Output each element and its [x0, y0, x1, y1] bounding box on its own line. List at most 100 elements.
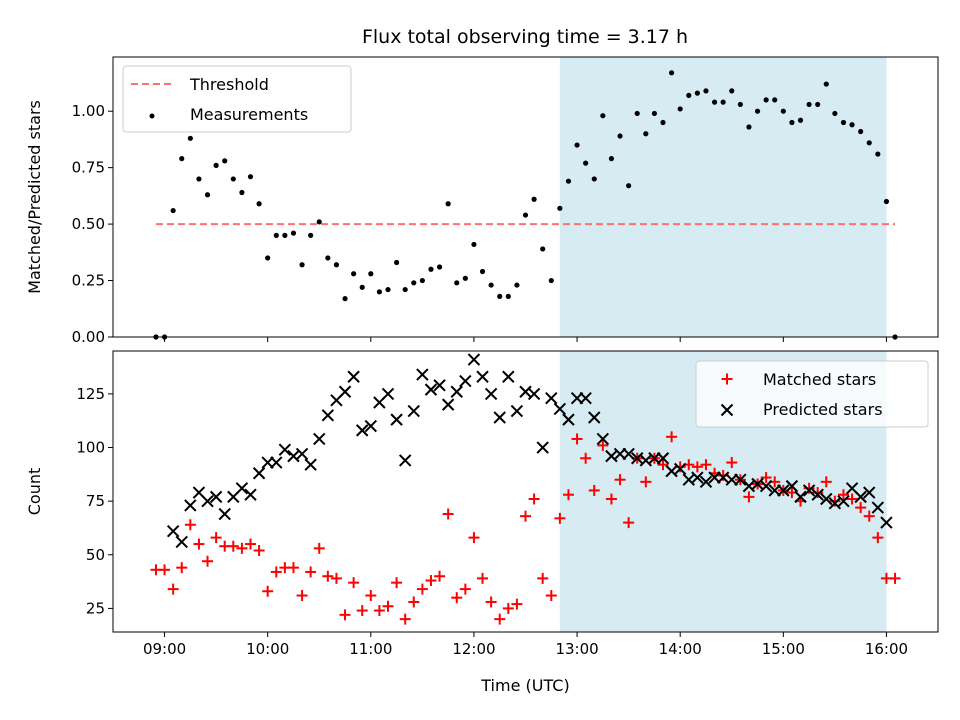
predicted-star-point: [545, 391, 558, 405]
matched-star-point: [562, 489, 574, 501]
top-panel-y-ticks: 0.00 0.25 0.50 0.75 1.00: [72, 102, 113, 346]
predicted-star-point: [304, 458, 317, 471]
x-stroke: [467, 353, 481, 366]
x-stroke: [184, 499, 197, 512]
predicted-star-point: [244, 488, 257, 501]
matched-star-point: [812, 487, 824, 499]
x-tick-label: 11:00: [349, 640, 392, 658]
x-stroke: [218, 507, 231, 521]
predicted-star-point: [295, 447, 309, 461]
measurement-point: [600, 113, 606, 119]
measurement-point: [419, 277, 425, 284]
measurement-point: [445, 201, 451, 207]
predicted-star-point: [588, 411, 601, 424]
measurement-point: [273, 232, 279, 238]
predicted-star-point: [854, 490, 867, 504]
predicted-star-point: [270, 456, 283, 469]
x-stroke: [588, 411, 601, 424]
predicted-star-point: [802, 484, 816, 497]
matched-star-point: [537, 572, 549, 584]
predicted-star-point: [579, 391, 592, 405]
measurement-point: [213, 162, 219, 168]
measurement-point: [668, 70, 675, 76]
predicted-star-point: [622, 447, 635, 461]
predicted-star-point: [562, 413, 575, 426]
matched-star-point: [322, 570, 334, 582]
measurement-point: [351, 271, 357, 277]
predicted-star-point: [235, 482, 249, 495]
x-stroke: [553, 402, 567, 416]
x-tick-label: 15:00: [762, 640, 805, 658]
measurement-point: [703, 88, 709, 94]
measurement-point: [230, 176, 236, 182]
x-stroke: [433, 379, 446, 392]
measurement-point: [479, 268, 486, 275]
x-tick-label: 14:00: [659, 640, 702, 658]
measurement-point: [247, 174, 254, 180]
x-stroke: [295, 447, 309, 461]
predicted-star-point: [338, 385, 352, 398]
matched-star-point: [425, 575, 437, 587]
measurement-point: [746, 124, 752, 130]
x-stroke: [416, 368, 429, 381]
x-stroke: [880, 516, 893, 529]
matched-star-point: [485, 596, 497, 608]
matched-star-point: [502, 602, 514, 614]
x-stroke: [854, 490, 867, 504]
measurement-point: [239, 189, 245, 196]
x-stroke: [720, 403, 734, 417]
x-stroke: [304, 458, 317, 471]
predicted-star-point: [673, 462, 687, 476]
predicted-star-point: [734, 473, 747, 486]
x-stroke: [321, 409, 335, 422]
top-panel-y-axis-label: Matched/Predicted stars: [25, 100, 44, 294]
x-stroke: [209, 490, 223, 504]
x-stroke: [407, 404, 420, 418]
top-panel-legend: Threshold Measurements: [122, 65, 352, 133]
measurement-point: [514, 282, 520, 288]
measurement-point: [436, 264, 443, 270]
x-stroke: [665, 464, 678, 478]
measurement-point: [815, 101, 821, 108]
matched-star-point: [743, 491, 755, 503]
top-legend-box: [122, 65, 352, 133]
matched-star-point: [511, 598, 523, 610]
x-stroke: [871, 501, 885, 514]
predicted-star-point: [416, 368, 429, 381]
predicted-star-point: [699, 475, 713, 489]
x-stroke: [691, 471, 704, 484]
matched-star-point: [863, 510, 875, 522]
predicted-star-point: [777, 484, 790, 497]
bottom-panel-x-ticks: 09:00 10:00 11:00 12:00 13:00 14:00 15:00 16:00: [143, 632, 908, 658]
y-tick-label: 125: [76, 385, 105, 403]
bottom-panel: 25 50 75 100 125 09:00 10:00 11:00 12:00 13:00 14…: [25, 350, 939, 695]
x-stroke: [828, 497, 842, 510]
predicted-star-point: [166, 524, 180, 538]
x-stroke: [338, 385, 352, 398]
x-stroke: [270, 456, 283, 469]
matched-star-point: [253, 544, 265, 556]
predicted-star-point: [656, 452, 670, 465]
predicted-star-point: [175, 535, 188, 549]
top-panel-x-ticks: [164, 337, 887, 342]
x-stroke: [502, 370, 515, 383]
matched-star-point: [614, 474, 626, 486]
x-stroke: [476, 370, 489, 383]
matched-star-point: [605, 493, 617, 505]
top-panel-frame: [112, 56, 939, 338]
measurement-point: [368, 271, 374, 277]
x-stroke: [622, 447, 635, 461]
x-stroke: [166, 524, 180, 538]
matched-star-point: [348, 577, 360, 589]
matched-star-point: [176, 562, 188, 574]
measurement-point: [823, 81, 829, 87]
predicted-star-point: [321, 409, 335, 422]
matched-star-point: [339, 609, 351, 621]
matched-star-point: [305, 566, 317, 578]
matched-star-point: [494, 613, 506, 625]
y-tick-label: 50: [86, 546, 105, 564]
matched-star-point: [262, 585, 274, 597]
x-stroke: [545, 391, 558, 405]
matched-star-point: [623, 517, 635, 529]
matched-star-point: [236, 542, 248, 554]
